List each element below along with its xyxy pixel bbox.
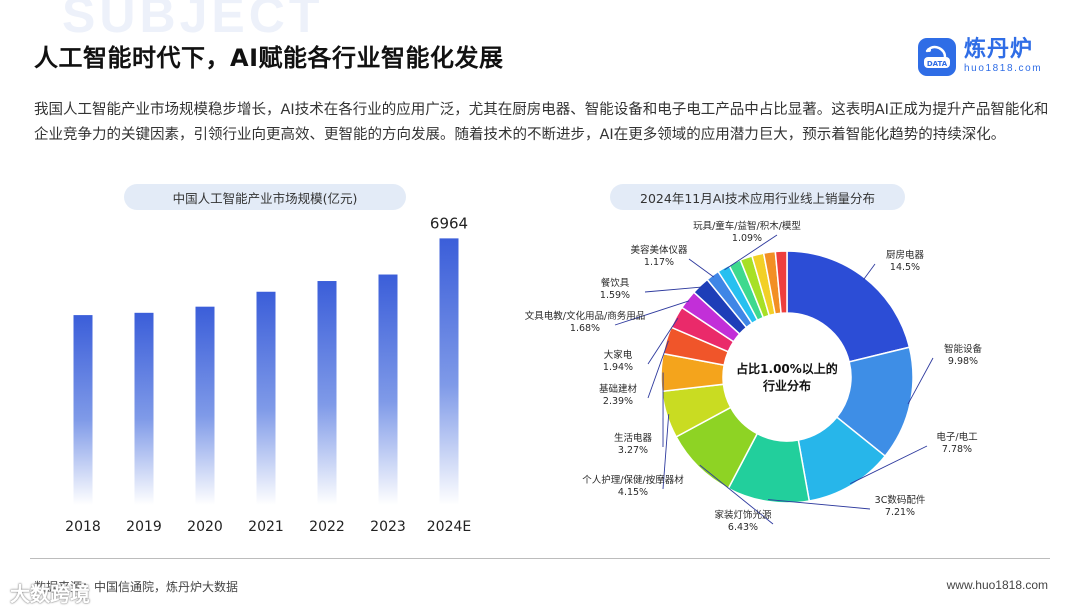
- slice-value-label: 3.27%: [618, 445, 648, 456]
- bar-2022: [317, 281, 337, 505]
- leader-line: [614, 300, 690, 326]
- donut-slice: [774, 250, 788, 315]
- footer-site-link[interactable]: www.huo1818.com: [946, 578, 1048, 592]
- leader-line: [768, 499, 871, 510]
- slice-value-label: 1.59%: [600, 290, 630, 301]
- bar-2021: [256, 291, 276, 505]
- donut-chart-title: 2024年11月AI技术应用行业线上销量分布: [610, 184, 905, 210]
- bar-2019: [134, 312, 154, 505]
- leader-line: [644, 286, 702, 293]
- x-tick-label: 2023: [370, 519, 406, 535]
- slice-value-label: 7.21%: [885, 507, 915, 518]
- slice-label: 智能设备: [944, 343, 983, 355]
- slice-label: 电子/电工: [936, 431, 978, 443]
- leader-line: [863, 263, 876, 280]
- slice-value-label: 4.15%: [618, 487, 648, 498]
- slice-value-label: 1.17%: [644, 257, 674, 268]
- slice-label: 家装灯饰光源: [714, 509, 772, 521]
- slice-label: 美容美体仪器: [630, 244, 688, 256]
- logo-url: huo1818.com: [964, 63, 1043, 74]
- donut-center-label: 行业分布: [762, 378, 811, 393]
- leader-line: [907, 357, 934, 405]
- slice-label: 基础建材: [599, 383, 638, 395]
- bar-2024E: [439, 238, 459, 505]
- logo-name: 炼丹炉: [964, 37, 1034, 62]
- corner-watermark: 大数跨境: [10, 582, 90, 606]
- x-tick-label: 2024E: [427, 519, 471, 535]
- logo-badge-icon: DATA: [918, 38, 956, 76]
- slice-value-label: 1.94%: [603, 362, 633, 373]
- slice-label: 文具电教/文化用品/商务用品: [525, 310, 645, 322]
- slice-value-label: 14.5%: [890, 262, 920, 273]
- leader-line: [688, 258, 714, 278]
- slice-value-label: 7.78%: [942, 444, 972, 455]
- bar-chart-title: 中国人工智能产业市场规模(亿元): [124, 184, 406, 210]
- background-watermark-word: SUBJECT: [62, 0, 324, 43]
- leader-line: [647, 340, 669, 399]
- page-title: 人工智能时代下，AI赋能各行业智能化发展: [34, 44, 504, 72]
- logo-badge-text: DATA: [927, 60, 948, 68]
- bar-2018: [73, 315, 93, 505]
- leader-line: [724, 234, 778, 271]
- slice-label: 生活电器: [614, 432, 653, 444]
- slice-value-label: 9.98%: [948, 356, 978, 367]
- data-source: 数据来源：中国信通院，炼丹炉大数据: [34, 580, 239, 594]
- donut-slice: [786, 250, 911, 363]
- leader-line: [699, 464, 774, 525]
- x-tick-label: 2022: [309, 519, 345, 535]
- slice-label: 餐饮具: [601, 277, 630, 289]
- footer-divider: [30, 558, 1050, 559]
- leader-line: [647, 317, 679, 365]
- slice-value-label: 1.68%: [570, 323, 600, 334]
- slice-label: 大家电: [604, 349, 633, 361]
- slice-label: 3C数码配件: [875, 494, 926, 506]
- x-tick-label: 2021: [248, 519, 284, 535]
- slice-value-label: 2.39%: [603, 396, 633, 407]
- brand-logo[interactable]: DATA 炼丹炉 huo1818.com: [918, 38, 1042, 76]
- leader-line: [662, 414, 670, 490]
- leader-line: [850, 445, 928, 485]
- slice-label: 厨房电器: [886, 249, 925, 261]
- slice-label: 玩具/童车/益智/积木/模型: [693, 220, 801, 232]
- bar-2020: [195, 306, 215, 505]
- bar-2023: [378, 274, 398, 505]
- x-tick-label: 2019: [126, 519, 162, 535]
- x-tick-label: 2020: [187, 519, 223, 535]
- slice-value-label: 6.43%: [728, 522, 758, 533]
- intro-paragraph: 我国人工智能产业市场规模稳步增长，AI技术在各行业的应用广泛，尤其在厨房电器、智…: [34, 102, 1049, 143]
- slice-label: 个人护理/保健/按摩器材: [582, 474, 684, 486]
- bar-data-label: 6964: [430, 214, 468, 232]
- donut-center-label: 占比1.00%以上的: [736, 361, 838, 376]
- x-tick-label: 2018: [65, 519, 101, 535]
- slice-value-label: 1.09%: [732, 233, 762, 244]
- bar-chart: 2018 2019 2020 2021 2022 2023 2024E 6964: [65, 214, 471, 535]
